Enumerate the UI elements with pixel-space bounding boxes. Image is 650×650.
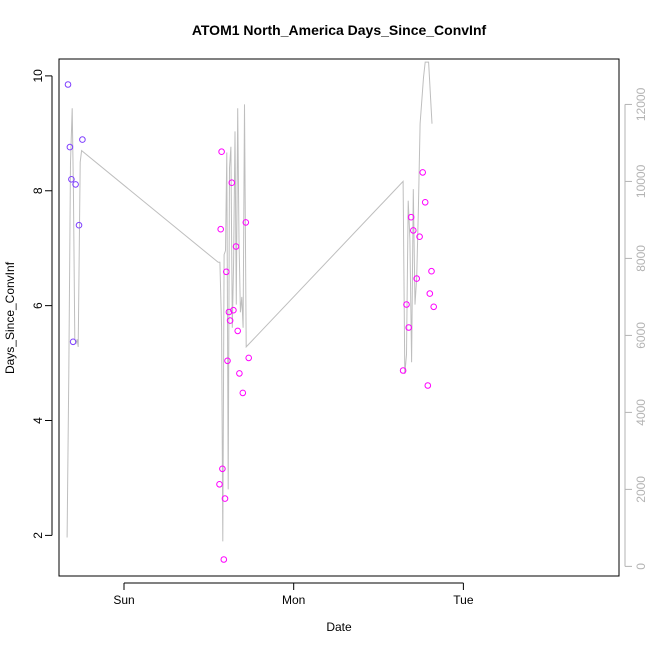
- data-point: [72, 181, 79, 188]
- data-point: [245, 354, 252, 362]
- data-point: [216, 481, 223, 488]
- data-point: [407, 213, 415, 221]
- y-tick-label-right: 12000: [634, 87, 648, 121]
- points-layer: [64, 81, 438, 563]
- data-point: [228, 179, 236, 186]
- y-tick-label-left: 6: [31, 302, 45, 309]
- data-point: [68, 176, 75, 183]
- data-point: [424, 382, 432, 389]
- data-point: [428, 267, 435, 275]
- data-point: [218, 148, 225, 155]
- data-point: [226, 317, 234, 324]
- data-point: [232, 243, 240, 250]
- y-tick-label-right: 2000: [634, 476, 648, 503]
- data-point: [239, 389, 247, 397]
- data-point: [66, 143, 74, 151]
- data-point: [69, 338, 77, 346]
- data-point: [405, 324, 413, 331]
- data-point: [221, 495, 229, 502]
- y-tick-label-right: 8000: [634, 245, 648, 272]
- chart-title: ATOM1 North_America Days_Since_ConvInf: [192, 22, 487, 38]
- data-point: [421, 199, 429, 206]
- data-point: [236, 370, 243, 377]
- data-point: [224, 357, 231, 365]
- data-point: [419, 169, 427, 176]
- data-point: [75, 221, 83, 229]
- y-axis-label: Days_Since_ConvInf: [3, 261, 17, 374]
- data-point: [219, 465, 226, 473]
- y-tick-label-right: 0: [634, 563, 648, 570]
- right-axis-line-layer: [66, 61, 433, 542]
- series-line-right: [66, 61, 433, 542]
- y-tick-label-right: 4000: [634, 399, 648, 426]
- y-axis-left: 2 4 6 8 10: [31, 69, 53, 539]
- x-tick-label: Mon: [282, 593, 305, 607]
- y-tick-label-left: 8: [31, 187, 45, 194]
- x-tick-label: Tue: [453, 593, 474, 607]
- y-axis-right: 0 2000 4000 6000 8000 10000 12000: [624, 87, 648, 570]
- data-point: [399, 367, 407, 374]
- x-axis-label: Date: [326, 620, 352, 634]
- data-point: [416, 233, 423, 240]
- y-tick-label-left: 10: [31, 69, 45, 83]
- data-point: [242, 219, 250, 226]
- data-point: [220, 556, 228, 563]
- y-tick-label-left: 2: [31, 532, 45, 539]
- data-point: [79, 136, 86, 143]
- data-point: [234, 327, 241, 335]
- data-point: [223, 268, 230, 276]
- y-tick-label-left: 4: [31, 417, 45, 424]
- data-point: [64, 81, 72, 88]
- y-tick-label-right: 10000: [634, 164, 648, 198]
- data-point: [410, 227, 417, 234]
- data-point: [430, 303, 438, 311]
- data-point: [230, 306, 237, 314]
- data-point: [413, 275, 421, 282]
- data-point: [426, 290, 434, 297]
- x-tick-label: Sun: [113, 593, 134, 607]
- data-point: [403, 301, 410, 308]
- y-tick-label-right: 6000: [634, 322, 648, 349]
- plot-frame: [58, 58, 620, 577]
- data-point: [217, 225, 224, 233]
- x-axis: Sun Mon Tue: [113, 582, 474, 607]
